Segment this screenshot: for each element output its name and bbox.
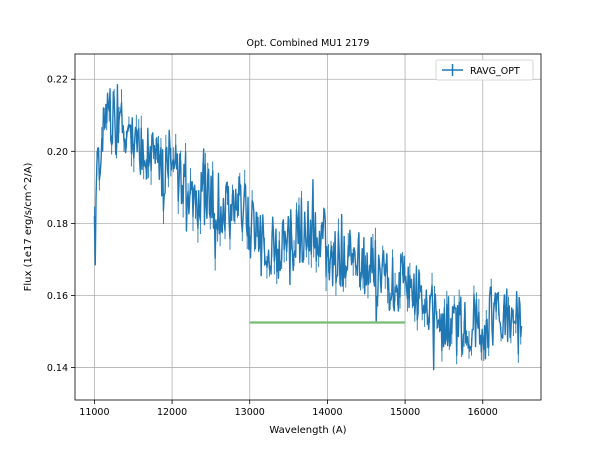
x-tick-label: 14000 xyxy=(312,407,342,418)
x-tick-label: 11000 xyxy=(79,407,109,418)
y-axis-label: Flux (1e17 erg/s/cm^2/A) xyxy=(23,163,34,292)
y-tick-label: 0.22 xyxy=(47,75,68,86)
y-tick-label: 0.18 xyxy=(47,219,68,230)
series-line-ravg-opt xyxy=(93,84,523,371)
plot-frame xyxy=(74,53,542,401)
series-layer xyxy=(93,84,523,371)
x-axis: 11000 12000 13000 14000 15000 16000 xyxy=(79,400,498,418)
x-tick-label: 16000 xyxy=(468,407,498,418)
y-tick-label: 0.14 xyxy=(47,363,68,374)
y-axis: 0.14 0.16 0.18 0.20 0.22 xyxy=(47,75,75,374)
y-tick-label: 0.20 xyxy=(47,147,68,158)
x-tick-label: 13000 xyxy=(235,407,265,418)
legend-label: RAVG_OPT xyxy=(470,66,520,77)
y-tick-label: 0.16 xyxy=(47,291,68,302)
x-tick-label: 15000 xyxy=(390,407,420,418)
x-tick-label: 12000 xyxy=(157,407,187,418)
legend: RAVG_OPT xyxy=(435,59,534,81)
x-axis-label: Wavelength (A) xyxy=(269,425,346,436)
chart-title: Opt. Combined MU1 2179 xyxy=(247,38,370,49)
legend-box xyxy=(435,59,534,81)
